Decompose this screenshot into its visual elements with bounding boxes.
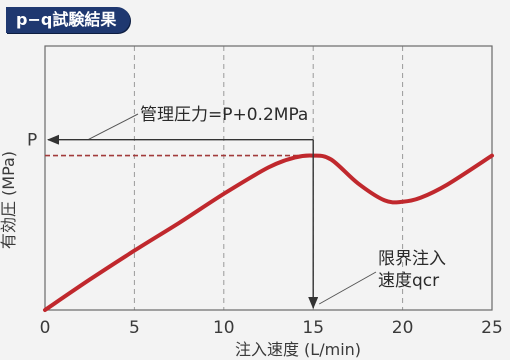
annotation-critical-rate-line1: 限界注入: [378, 249, 446, 269]
x-tick-label-5: 5: [129, 318, 140, 338]
qcr-leader-line: [318, 271, 377, 305]
annotation-critical-rate-line2: 速度qcr: [378, 271, 439, 291]
x-tick-label-15: 15: [302, 318, 324, 338]
chart-title-badge: p−q試験結果: [6, 7, 131, 33]
x-tick-label-0: 0: [40, 318, 51, 338]
annotation-leader-line: [87, 113, 139, 141]
annotation-control-pressure: 管理圧力=P+0.2MPa: [140, 105, 308, 125]
x-tick-label-20: 20: [392, 318, 414, 338]
x-tick-label-25: 25: [481, 318, 503, 338]
plot-frame: [44, 45, 493, 311]
x-tick-label-10: 10: [213, 318, 235, 338]
x-axis-label: 注入速度 (L/min): [235, 340, 361, 359]
y-axis-label: 有効圧 (MPa): [0, 151, 18, 249]
grid-lines: [133, 46, 404, 310]
y-tick-label-p: P: [27, 131, 37, 151]
x-tick-labels: 0 5 10 15 20 25: [40, 318, 503, 338]
